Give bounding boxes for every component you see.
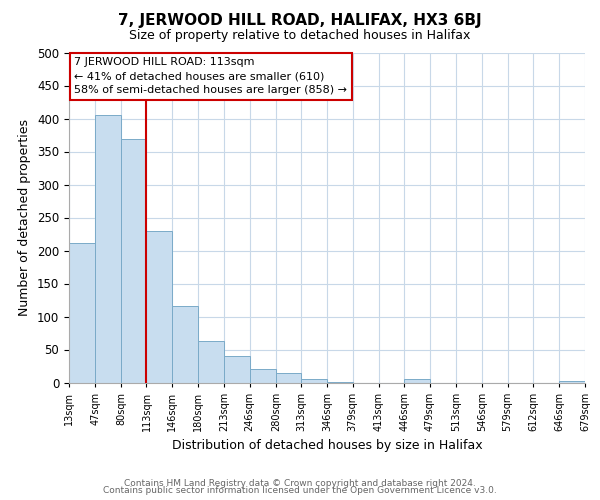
Bar [146, 232, 172, 382]
Y-axis label: Number of detached properties: Number of detached properties [19, 119, 31, 316]
Bar [559, 381, 585, 382]
Text: Contains HM Land Registry data © Crown copyright and database right 2024.: Contains HM Land Registry data © Crown c… [124, 478, 476, 488]
Bar [224, 356, 250, 382]
Text: Size of property relative to detached houses in Halifax: Size of property relative to detached ho… [130, 29, 470, 42]
Text: 7, JERWOOD HILL ROAD, HALIFAX, HX3 6BJ: 7, JERWOOD HILL ROAD, HALIFAX, HX3 6BJ [118, 12, 482, 28]
Bar [199, 341, 224, 382]
X-axis label: Distribution of detached houses by size in Halifax: Distribution of detached houses by size … [172, 439, 482, 452]
Bar [121, 139, 146, 382]
Bar [301, 379, 327, 382]
Bar [69, 243, 95, 382]
Bar [276, 374, 301, 382]
Bar [250, 370, 276, 382]
Text: Contains public sector information licensed under the Open Government Licence v3: Contains public sector information licen… [103, 486, 497, 495]
Bar [172, 306, 199, 382]
Bar [404, 379, 430, 382]
Bar [95, 115, 121, 382]
Text: 7 JERWOOD HILL ROAD: 113sqm
← 41% of detached houses are smaller (610)
58% of se: 7 JERWOOD HILL ROAD: 113sqm ← 41% of det… [74, 58, 347, 96]
